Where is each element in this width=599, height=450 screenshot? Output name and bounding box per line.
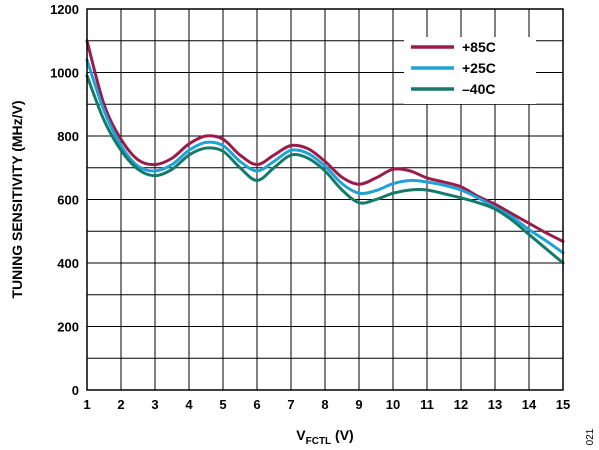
- x-tick-label: 13: [488, 397, 502, 412]
- x-tick-label: 2: [117, 397, 124, 412]
- x-tick-label: 10: [386, 397, 400, 412]
- y-tick-label: 600: [57, 193, 79, 208]
- x-tick-label: 4: [185, 397, 193, 412]
- x-tick-label: 3: [151, 397, 158, 412]
- x-axis-label-unit: (V): [331, 427, 354, 443]
- plot-frame: [86, 8, 564, 391]
- x-axis-label-main: V: [296, 427, 306, 443]
- x-tick-label: 1: [83, 397, 90, 412]
- x-tick-labels: 1 2 3 4 5 6 7 8 9 10 11 12 13 14 15: [83, 397, 570, 412]
- y-tick-label: 200: [57, 320, 79, 335]
- y-tick-label: 400: [57, 256, 79, 271]
- x-tick-label: 14: [522, 397, 537, 412]
- x-axis-label: VFCTL (V): [296, 427, 353, 447]
- x-tick-label: 9: [355, 397, 362, 412]
- legend-label-0: +85C: [462, 39, 496, 55]
- figure-id: 021: [585, 428, 596, 445]
- legend: +85C +25C –40C: [404, 37, 536, 104]
- x-tick-label: 12: [454, 397, 468, 412]
- y-tick-label: 1200: [50, 2, 79, 17]
- y-tick-label: 800: [57, 129, 79, 144]
- y-axis-label: TUNING SENSITIVITY (MHz/V): [9, 100, 25, 298]
- y-tick-label: 1000: [50, 66, 79, 81]
- series-lines: [85, 39, 565, 265]
- x-tick-label: 5: [219, 397, 226, 412]
- series-line-0: [85, 39, 565, 243]
- series-line-1: [85, 58, 565, 255]
- y-tick-labels: 0 200 400 600 800 1000 1200: [50, 2, 79, 398]
- series-line-2: [85, 74, 565, 265]
- legend-label-2: –40C: [462, 81, 495, 97]
- x-tick-label: 15: [556, 397, 570, 412]
- x-tick-label: 6: [253, 397, 260, 412]
- x-tick-label: 8: [321, 397, 328, 412]
- x-tick-label: 7: [287, 397, 294, 412]
- legend-label-1: +25C: [462, 60, 496, 76]
- x-axis-label-subscript: FCTL: [306, 436, 332, 447]
- y-tick-label: 0: [72, 383, 79, 398]
- x-tick-label: 11: [420, 397, 434, 412]
